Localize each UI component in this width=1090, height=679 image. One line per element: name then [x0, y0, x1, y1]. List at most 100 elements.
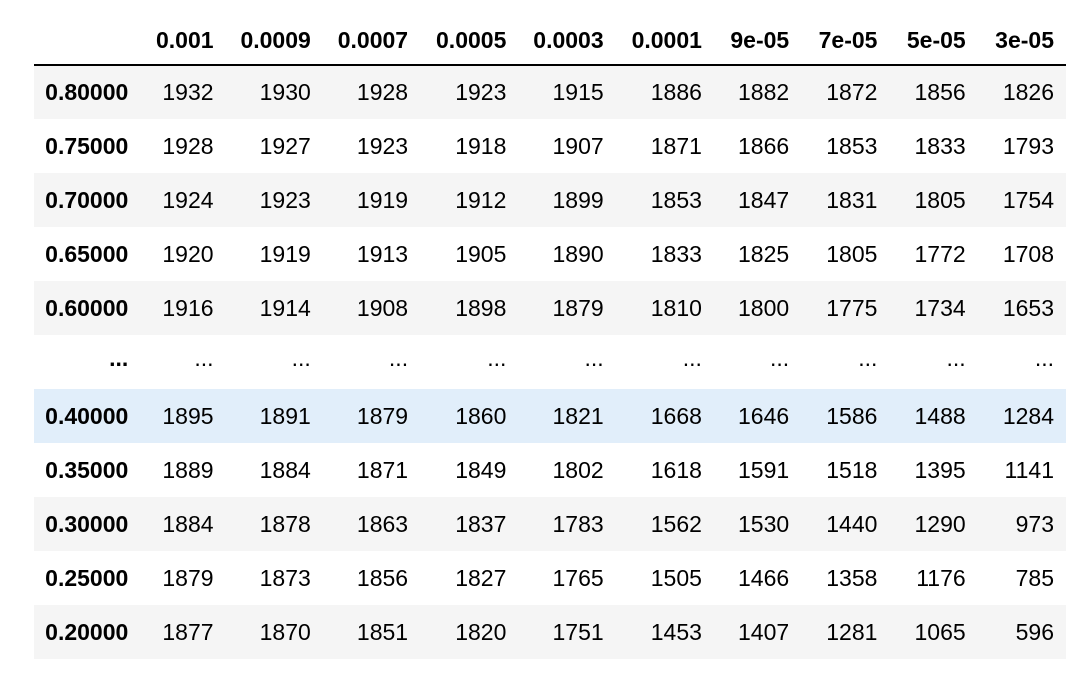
table-cell: 1928 — [162, 132, 214, 159]
table-cell: 1805 — [914, 186, 966, 213]
table-cell: ... — [1034, 344, 1054, 371]
table-cell: 1765 — [552, 564, 604, 591]
ellipsis-row: ................................. — [34, 335, 1066, 389]
table-cell: 1833 — [914, 132, 966, 159]
table-cell: 1891 — [259, 402, 311, 429]
table-cell: 973 — [1015, 510, 1054, 537]
table-cell: ... — [858, 344, 878, 371]
column-header: 0.0005 — [420, 16, 519, 66]
table-cell: 1915 — [552, 79, 604, 105]
column-header: 5e-05 — [889, 16, 978, 66]
table-cell: 1899 — [552, 186, 604, 213]
table-cell: 1898 — [455, 294, 507, 321]
table-body: 0.80000 1932 1930 1928 1923 1915 1886 1882 1872 1… — [34, 65, 1066, 659]
table-cell: 1912 — [455, 186, 507, 213]
table-cell: 1928 — [356, 79, 409, 105]
table-cell: 1793 — [1002, 132, 1054, 159]
index-header — [34, 16, 141, 66]
table-cell: ... — [388, 344, 409, 371]
table-cell: 1851 — [356, 618, 409, 645]
row-index-label: 0.40000 — [45, 402, 129, 429]
table-cell: 1908 — [356, 294, 409, 321]
table-cell: 1882 — [738, 79, 790, 105]
table-cell: 1505 — [650, 564, 702, 591]
table-cell: 1562 — [650, 510, 702, 537]
table-cell: 1827 — [455, 564, 507, 591]
table-cell: 1866 — [738, 132, 790, 159]
table-cell: 1872 — [826, 79, 878, 105]
table-cell: 1141 — [1004, 456, 1054, 483]
column-header: 0.0009 — [225, 16, 323, 66]
table-cell: 1772 — [914, 240, 966, 267]
table-cell: ... — [946, 344, 966, 371]
table-cell: 1586 — [826, 402, 878, 429]
column-header: 3e-05 — [977, 16, 1066, 66]
table-cell: 1907 — [552, 132, 604, 159]
row-index-label: 0.70000 — [45, 186, 129, 213]
table-cell: 1440 — [826, 510, 878, 537]
table-cell: 1837 — [455, 510, 507, 537]
table-cell: 1884 — [259, 456, 311, 483]
table-cell: 1407 — [738, 618, 790, 645]
table-cell: 1923 — [259, 186, 311, 213]
table-cell: 1618 — [650, 456, 702, 483]
table-cell: 1065 — [914, 618, 966, 645]
table-cell: 1668 — [650, 402, 702, 429]
table-cell: 1783 — [552, 510, 604, 537]
table-cell: 1853 — [650, 186, 702, 213]
dataframe-output: 0.001 0.0009 0.0007 0.0005 0.0003 0.0001… — [34, 16, 1066, 659]
table-row: 0.20000 1877 1870 1851 1820 1751 1453 1407 1281 1… — [34, 605, 1066, 659]
table-cell: 1877 — [162, 618, 214, 645]
row-index-label: 0.35000 — [45, 456, 129, 483]
table-cell: 1358 — [826, 564, 878, 591]
table-cell: ... — [682, 344, 702, 371]
dataframe-table: 0.001 0.0009 0.0007 0.0005 0.0003 0.0001… — [34, 16, 1066, 659]
column-header: 0.0001 — [615, 16, 714, 66]
table-cell: 1919 — [356, 186, 409, 213]
table-cell: 1918 — [455, 132, 507, 159]
table-cell: 1871 — [356, 456, 409, 483]
table-cell: 785 — [1015, 564, 1054, 591]
table-cell: 1281 — [826, 618, 878, 645]
table-cell: 1833 — [650, 240, 702, 267]
table-cell: 1810 — [650, 294, 702, 321]
table-cell: 1889 — [162, 456, 214, 483]
table-header: 0.001 0.0009 0.0007 0.0005 0.0003 0.0001… — [34, 16, 1066, 66]
table-row: 0.35000 1889 1884 1871 1849 1802 1618 1591 1518 1… — [34, 443, 1066, 497]
table-cell: 1890 — [552, 240, 604, 267]
table-cell: 1453 — [650, 618, 702, 645]
table-cell: 1930 — [259, 79, 311, 105]
table-cell: 1905 — [455, 240, 507, 267]
table-cell: 1924 — [162, 186, 214, 213]
table-row: 0.65000 1920 1919 1913 1905 1890 1833 1825 1805 1… — [34, 227, 1066, 281]
table-cell: 1849 — [455, 456, 507, 483]
table-row: 0.80000 1932 1930 1928 1923 1915 1886 1882 1872 1… — [34, 65, 1066, 119]
table-row: 0.75000 1928 1927 1923 1918 1907 1871 1866 1853 1… — [34, 119, 1066, 173]
row-index-label: ... — [109, 344, 129, 371]
table-cell: 1886 — [650, 79, 702, 105]
table-cell: 1927 — [259, 132, 311, 159]
table-cell: 1825 — [738, 240, 790, 267]
table-cell: 1775 — [826, 294, 878, 321]
table-cell: 1530 — [738, 510, 790, 537]
row-index-label: 0.65000 — [45, 240, 129, 267]
table-cell: 1488 — [914, 402, 966, 429]
table-cell: ... — [291, 344, 311, 371]
table-cell: 1895 — [162, 402, 214, 429]
table-cell: 1932 — [162, 79, 214, 105]
table-cell: 1820 — [455, 618, 507, 645]
table-row: 0.60000 1916 1914 1908 1898 1879 1810 1800 1775 1… — [34, 281, 1066, 335]
table-cell: ... — [584, 344, 604, 371]
table-cell: ... — [487, 344, 507, 371]
column-header: 0.0007 — [322, 16, 421, 66]
column-header: 7e-05 — [801, 16, 890, 66]
table-cell: 1920 — [162, 240, 214, 267]
table-cell: 1290 — [914, 510, 966, 537]
table-cell: 1879 — [162, 564, 214, 591]
table-cell: 1914 — [259, 294, 311, 321]
row-index-label: 0.30000 — [45, 510, 129, 537]
table-cell: 1805 — [826, 240, 878, 267]
table-row: 0.70000 1924 1923 1919 1912 1899 1853 1847 1831 1… — [34, 173, 1066, 227]
row-index-label: 0.75000 — [45, 132, 129, 159]
table-cell: 1863 — [356, 510, 409, 537]
